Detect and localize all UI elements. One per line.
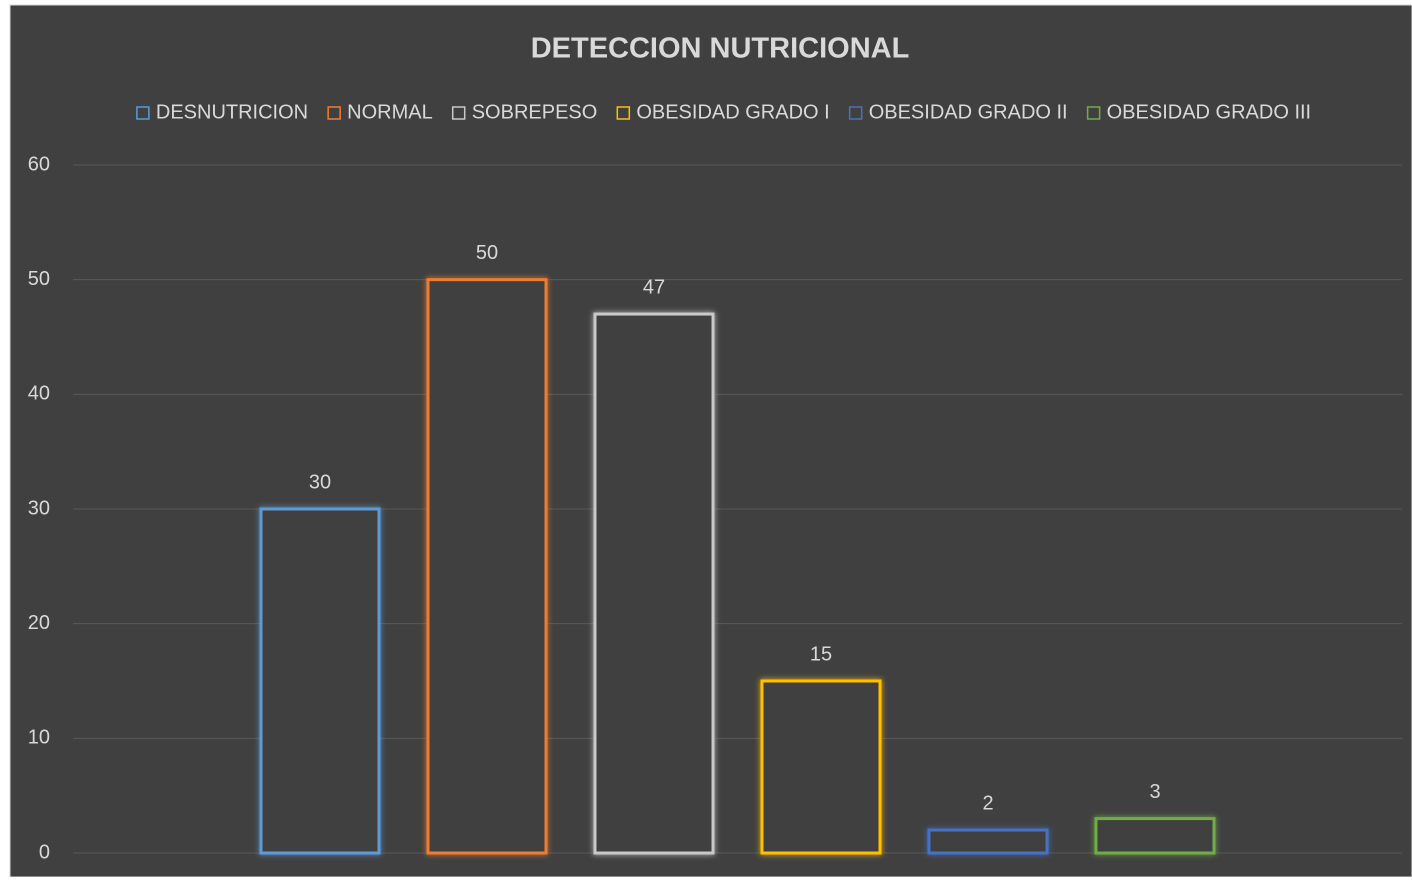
legend-label: SOBREPESO	[472, 101, 598, 123]
data-label: 2	[982, 792, 993, 814]
data-label: 47	[643, 276, 665, 298]
y-tick-label: 40	[28, 383, 50, 405]
y-tick-label: 60	[28, 153, 50, 175]
bar	[426, 278, 548, 855]
data-label: 30	[309, 471, 331, 493]
legend-label: OBESIDAD GRADO III	[1107, 101, 1311, 123]
bar	[927, 828, 1049, 855]
y-tick-label: 50	[28, 268, 50, 290]
bar	[259, 507, 381, 855]
data-label: 15	[810, 643, 832, 665]
y-tick-label: 30	[28, 497, 50, 519]
legend-label: OBESIDAD GRADO II	[869, 101, 1068, 123]
data-label: 50	[476, 242, 498, 264]
bar	[593, 312, 715, 855]
bar	[760, 679, 882, 855]
legend-swatch	[1086, 106, 1101, 120]
bar	[1094, 817, 1216, 855]
legend-swatch	[327, 106, 341, 120]
legend-label: NORMAL	[347, 101, 433, 123]
legend-swatch	[616, 106, 631, 120]
legend-swatch	[451, 106, 466, 120]
legend-swatch	[136, 106, 150, 120]
data-label: 3	[1149, 781, 1160, 803]
legend-label: OBESIDAD GRADO I	[636, 101, 829, 123]
chart-title: DETECCION NUTRICIONAL	[531, 33, 910, 65]
legend-label: DESNUTRICION	[156, 101, 308, 123]
legend-swatch	[848, 106, 863, 120]
y-tick-label: 10	[28, 727, 50, 749]
y-tick-label: 20	[28, 612, 50, 634]
y-tick-label: 0	[39, 841, 50, 863]
